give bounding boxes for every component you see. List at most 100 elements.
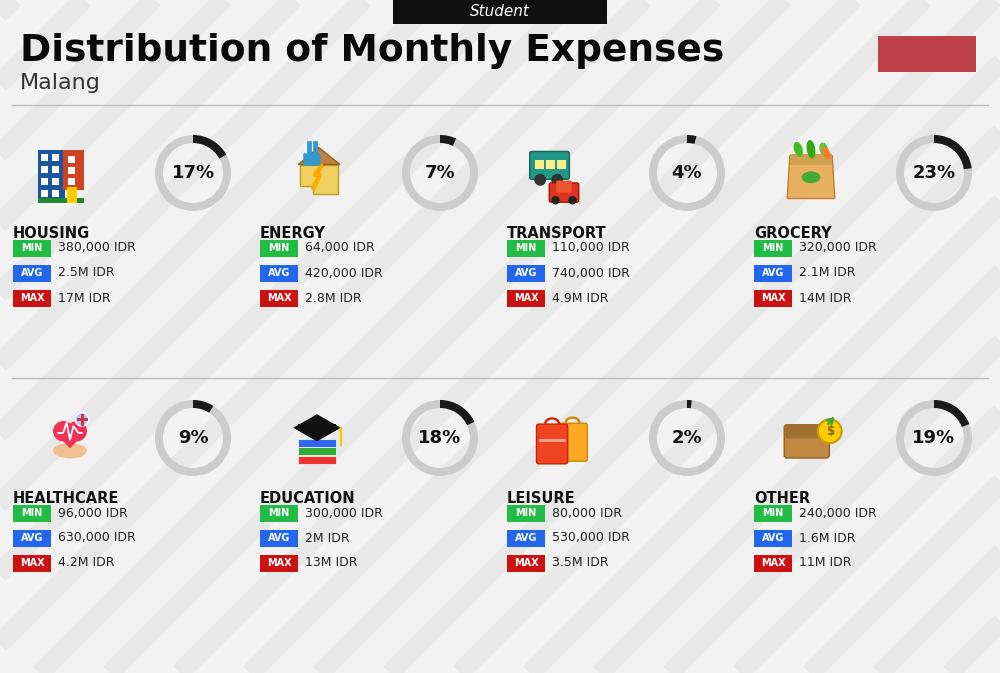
FancyBboxPatch shape (754, 505, 792, 522)
Text: MAX: MAX (761, 293, 785, 303)
FancyBboxPatch shape (260, 240, 298, 256)
FancyBboxPatch shape (38, 198, 84, 203)
FancyBboxPatch shape (52, 166, 59, 173)
Circle shape (534, 174, 546, 186)
Text: Malang: Malang (20, 73, 101, 93)
FancyBboxPatch shape (784, 425, 829, 458)
Text: ENERGY: ENERGY (260, 226, 326, 241)
FancyBboxPatch shape (556, 180, 572, 192)
Wedge shape (402, 400, 478, 476)
FancyBboxPatch shape (13, 530, 51, 546)
Text: AVG: AVG (762, 268, 784, 278)
Text: GROCERY: GROCERY (754, 226, 832, 241)
Text: AVG: AVG (515, 268, 537, 278)
Text: 14M IDR: 14M IDR (799, 291, 852, 304)
FancyBboxPatch shape (67, 188, 77, 203)
FancyBboxPatch shape (530, 151, 569, 179)
FancyBboxPatch shape (260, 289, 298, 306)
FancyBboxPatch shape (507, 289, 545, 306)
FancyBboxPatch shape (558, 423, 587, 461)
Text: 380,000 IDR: 380,000 IDR (58, 242, 136, 254)
Ellipse shape (819, 143, 828, 156)
FancyBboxPatch shape (536, 424, 568, 464)
Text: 19%: 19% (912, 429, 956, 447)
FancyBboxPatch shape (41, 154, 48, 161)
Text: 96,000 IDR: 96,000 IDR (58, 507, 128, 520)
Text: 2%: 2% (672, 429, 702, 447)
Text: 740,000 IDR: 740,000 IDR (552, 267, 630, 279)
FancyBboxPatch shape (507, 264, 545, 281)
Polygon shape (300, 164, 338, 194)
FancyBboxPatch shape (298, 456, 336, 464)
FancyBboxPatch shape (303, 153, 321, 166)
Text: AVG: AVG (21, 268, 43, 278)
Text: MAX: MAX (20, 293, 44, 303)
Wedge shape (687, 135, 696, 144)
Text: 18%: 18% (418, 429, 462, 447)
FancyBboxPatch shape (549, 183, 579, 202)
Text: LEISURE: LEISURE (507, 491, 576, 506)
Circle shape (568, 196, 577, 205)
FancyBboxPatch shape (754, 289, 792, 306)
Text: 11M IDR: 11M IDR (799, 557, 852, 569)
Wedge shape (155, 400, 231, 476)
Text: 13M IDR: 13M IDR (305, 557, 358, 569)
Text: MIN: MIN (762, 243, 784, 253)
Text: MIN: MIN (515, 243, 537, 253)
Text: 2.1M IDR: 2.1M IDR (799, 267, 856, 279)
Wedge shape (155, 135, 231, 211)
Text: 9%: 9% (178, 429, 208, 447)
Text: 7%: 7% (425, 164, 455, 182)
Wedge shape (402, 135, 478, 211)
FancyBboxPatch shape (13, 264, 51, 281)
Text: 110,000 IDR: 110,000 IDR (552, 242, 630, 254)
Wedge shape (649, 135, 725, 211)
FancyBboxPatch shape (38, 150, 65, 203)
Ellipse shape (807, 140, 815, 159)
FancyBboxPatch shape (13, 505, 51, 522)
FancyBboxPatch shape (507, 530, 545, 546)
Text: 630,000 IDR: 630,000 IDR (58, 532, 136, 544)
FancyBboxPatch shape (754, 264, 792, 281)
Text: MIN: MIN (268, 508, 290, 518)
FancyBboxPatch shape (13, 289, 51, 306)
Ellipse shape (802, 172, 820, 183)
Wedge shape (934, 135, 972, 169)
FancyBboxPatch shape (298, 448, 336, 455)
FancyBboxPatch shape (878, 36, 976, 72)
FancyBboxPatch shape (393, 0, 607, 24)
FancyBboxPatch shape (52, 154, 59, 161)
Text: AVG: AVG (762, 533, 784, 543)
Wedge shape (896, 400, 972, 476)
Text: 2.5M IDR: 2.5M IDR (58, 267, 115, 279)
Text: MAX: MAX (267, 558, 291, 568)
FancyBboxPatch shape (13, 555, 51, 571)
Text: MIN: MIN (268, 243, 290, 253)
FancyBboxPatch shape (52, 190, 59, 197)
Wedge shape (687, 400, 692, 409)
FancyBboxPatch shape (790, 154, 832, 164)
Circle shape (75, 413, 89, 426)
Ellipse shape (794, 142, 803, 157)
Circle shape (551, 196, 560, 205)
Wedge shape (440, 135, 456, 146)
FancyBboxPatch shape (754, 240, 792, 256)
Wedge shape (896, 135, 972, 211)
FancyBboxPatch shape (538, 439, 566, 442)
FancyBboxPatch shape (557, 160, 566, 169)
Text: MAX: MAX (761, 558, 785, 568)
Text: 240,000 IDR: 240,000 IDR (799, 507, 877, 520)
FancyBboxPatch shape (68, 167, 75, 174)
Ellipse shape (53, 443, 87, 458)
Wedge shape (649, 400, 725, 476)
Text: 64,000 IDR: 64,000 IDR (305, 242, 375, 254)
FancyBboxPatch shape (507, 555, 545, 571)
Text: EDUCATION: EDUCATION (260, 491, 356, 506)
Text: MIN: MIN (21, 508, 43, 518)
Text: HEALTHCARE: HEALTHCARE (13, 491, 119, 506)
FancyBboxPatch shape (507, 240, 545, 256)
Text: MAX: MAX (514, 293, 538, 303)
Text: 4.9M IDR: 4.9M IDR (552, 291, 608, 304)
Text: 4.2M IDR: 4.2M IDR (58, 557, 114, 569)
Text: MIN: MIN (762, 508, 784, 518)
